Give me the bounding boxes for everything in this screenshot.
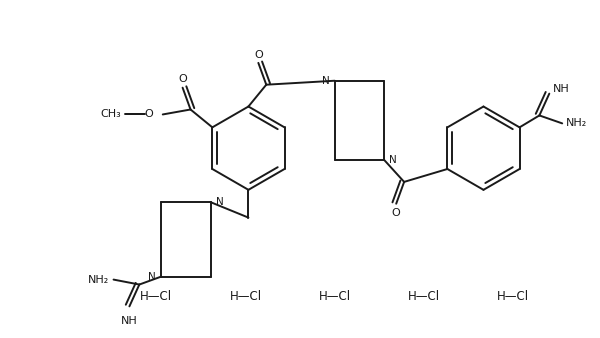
Text: N: N [148,272,156,282]
Text: NH₂: NH₂ [88,274,110,285]
Text: NH: NH [121,316,138,326]
Text: O: O [178,74,187,84]
Text: H—Cl: H—Cl [140,290,172,304]
Text: H—Cl: H—Cl [408,290,440,304]
Text: O: O [144,110,153,119]
Text: H—Cl: H—Cl [229,290,262,304]
Text: NH: NH [553,84,570,94]
Text: O: O [254,50,263,60]
Text: CH₃: CH₃ [100,110,121,119]
Text: NH₂: NH₂ [566,118,587,128]
Text: N: N [215,197,223,207]
Text: N: N [389,155,397,165]
Text: H—Cl: H—Cl [319,290,351,304]
Text: H—Cl: H—Cl [497,290,529,304]
Text: N: N [322,76,330,86]
Text: O: O [392,208,401,218]
